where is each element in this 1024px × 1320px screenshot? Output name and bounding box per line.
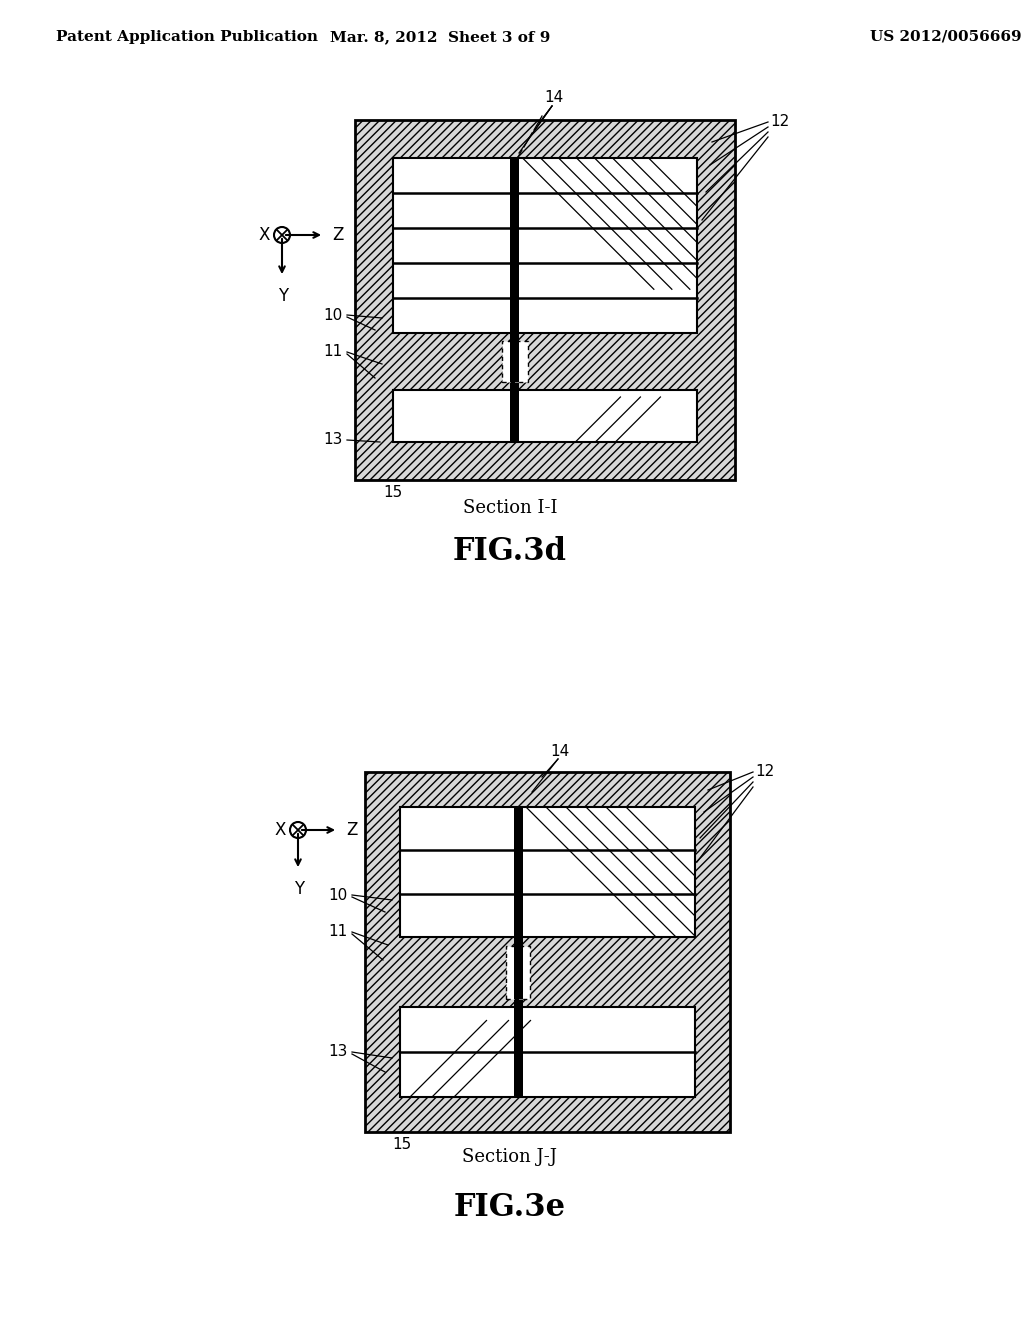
Text: FIG.3e: FIG.3e <box>454 1192 566 1224</box>
Bar <box>513 937 522 1007</box>
Text: Z: Z <box>346 821 357 840</box>
Text: 11: 11 <box>324 345 343 359</box>
Bar <box>513 807 522 937</box>
Text: 15: 15 <box>383 484 402 500</box>
Text: 14: 14 <box>545 91 563 106</box>
Bar <box>510 341 519 381</box>
Bar <box>510 158 519 333</box>
Bar <box>510 389 519 442</box>
Text: 15: 15 <box>392 1137 412 1152</box>
Text: Y: Y <box>278 286 288 305</box>
Bar <box>400 1007 695 1097</box>
Text: Patent Application Publication: Patent Application Publication <box>56 30 318 44</box>
Text: 10: 10 <box>329 887 348 903</box>
Text: Mar. 8, 2012  Sheet 3 of 9: Mar. 8, 2012 Sheet 3 of 9 <box>330 30 550 44</box>
Bar <box>400 807 695 937</box>
Text: Section J-J: Section J-J <box>463 1148 557 1166</box>
Text: 13: 13 <box>329 1044 348 1060</box>
Bar <box>506 946 530 999</box>
Text: Y: Y <box>294 880 304 898</box>
Bar <box>355 120 735 480</box>
Text: US 2012/0056669 A1: US 2012/0056669 A1 <box>870 30 1024 44</box>
Text: 12: 12 <box>755 764 774 780</box>
Bar <box>393 389 697 442</box>
Text: FIG.3d: FIG.3d <box>453 536 567 568</box>
Text: 10: 10 <box>324 308 343 322</box>
Text: 13: 13 <box>324 433 343 447</box>
Bar <box>502 341 527 381</box>
Text: 11: 11 <box>329 924 348 940</box>
Text: 12: 12 <box>770 115 790 129</box>
Text: Section I-I: Section I-I <box>463 499 557 517</box>
Bar <box>513 1007 522 1097</box>
Text: X: X <box>274 821 286 840</box>
Text: 14: 14 <box>550 744 569 759</box>
Bar <box>510 333 519 389</box>
Text: Z: Z <box>332 226 343 244</box>
Bar <box>365 772 730 1133</box>
Text: X: X <box>258 226 269 244</box>
Bar <box>393 158 697 333</box>
Bar <box>513 946 522 999</box>
